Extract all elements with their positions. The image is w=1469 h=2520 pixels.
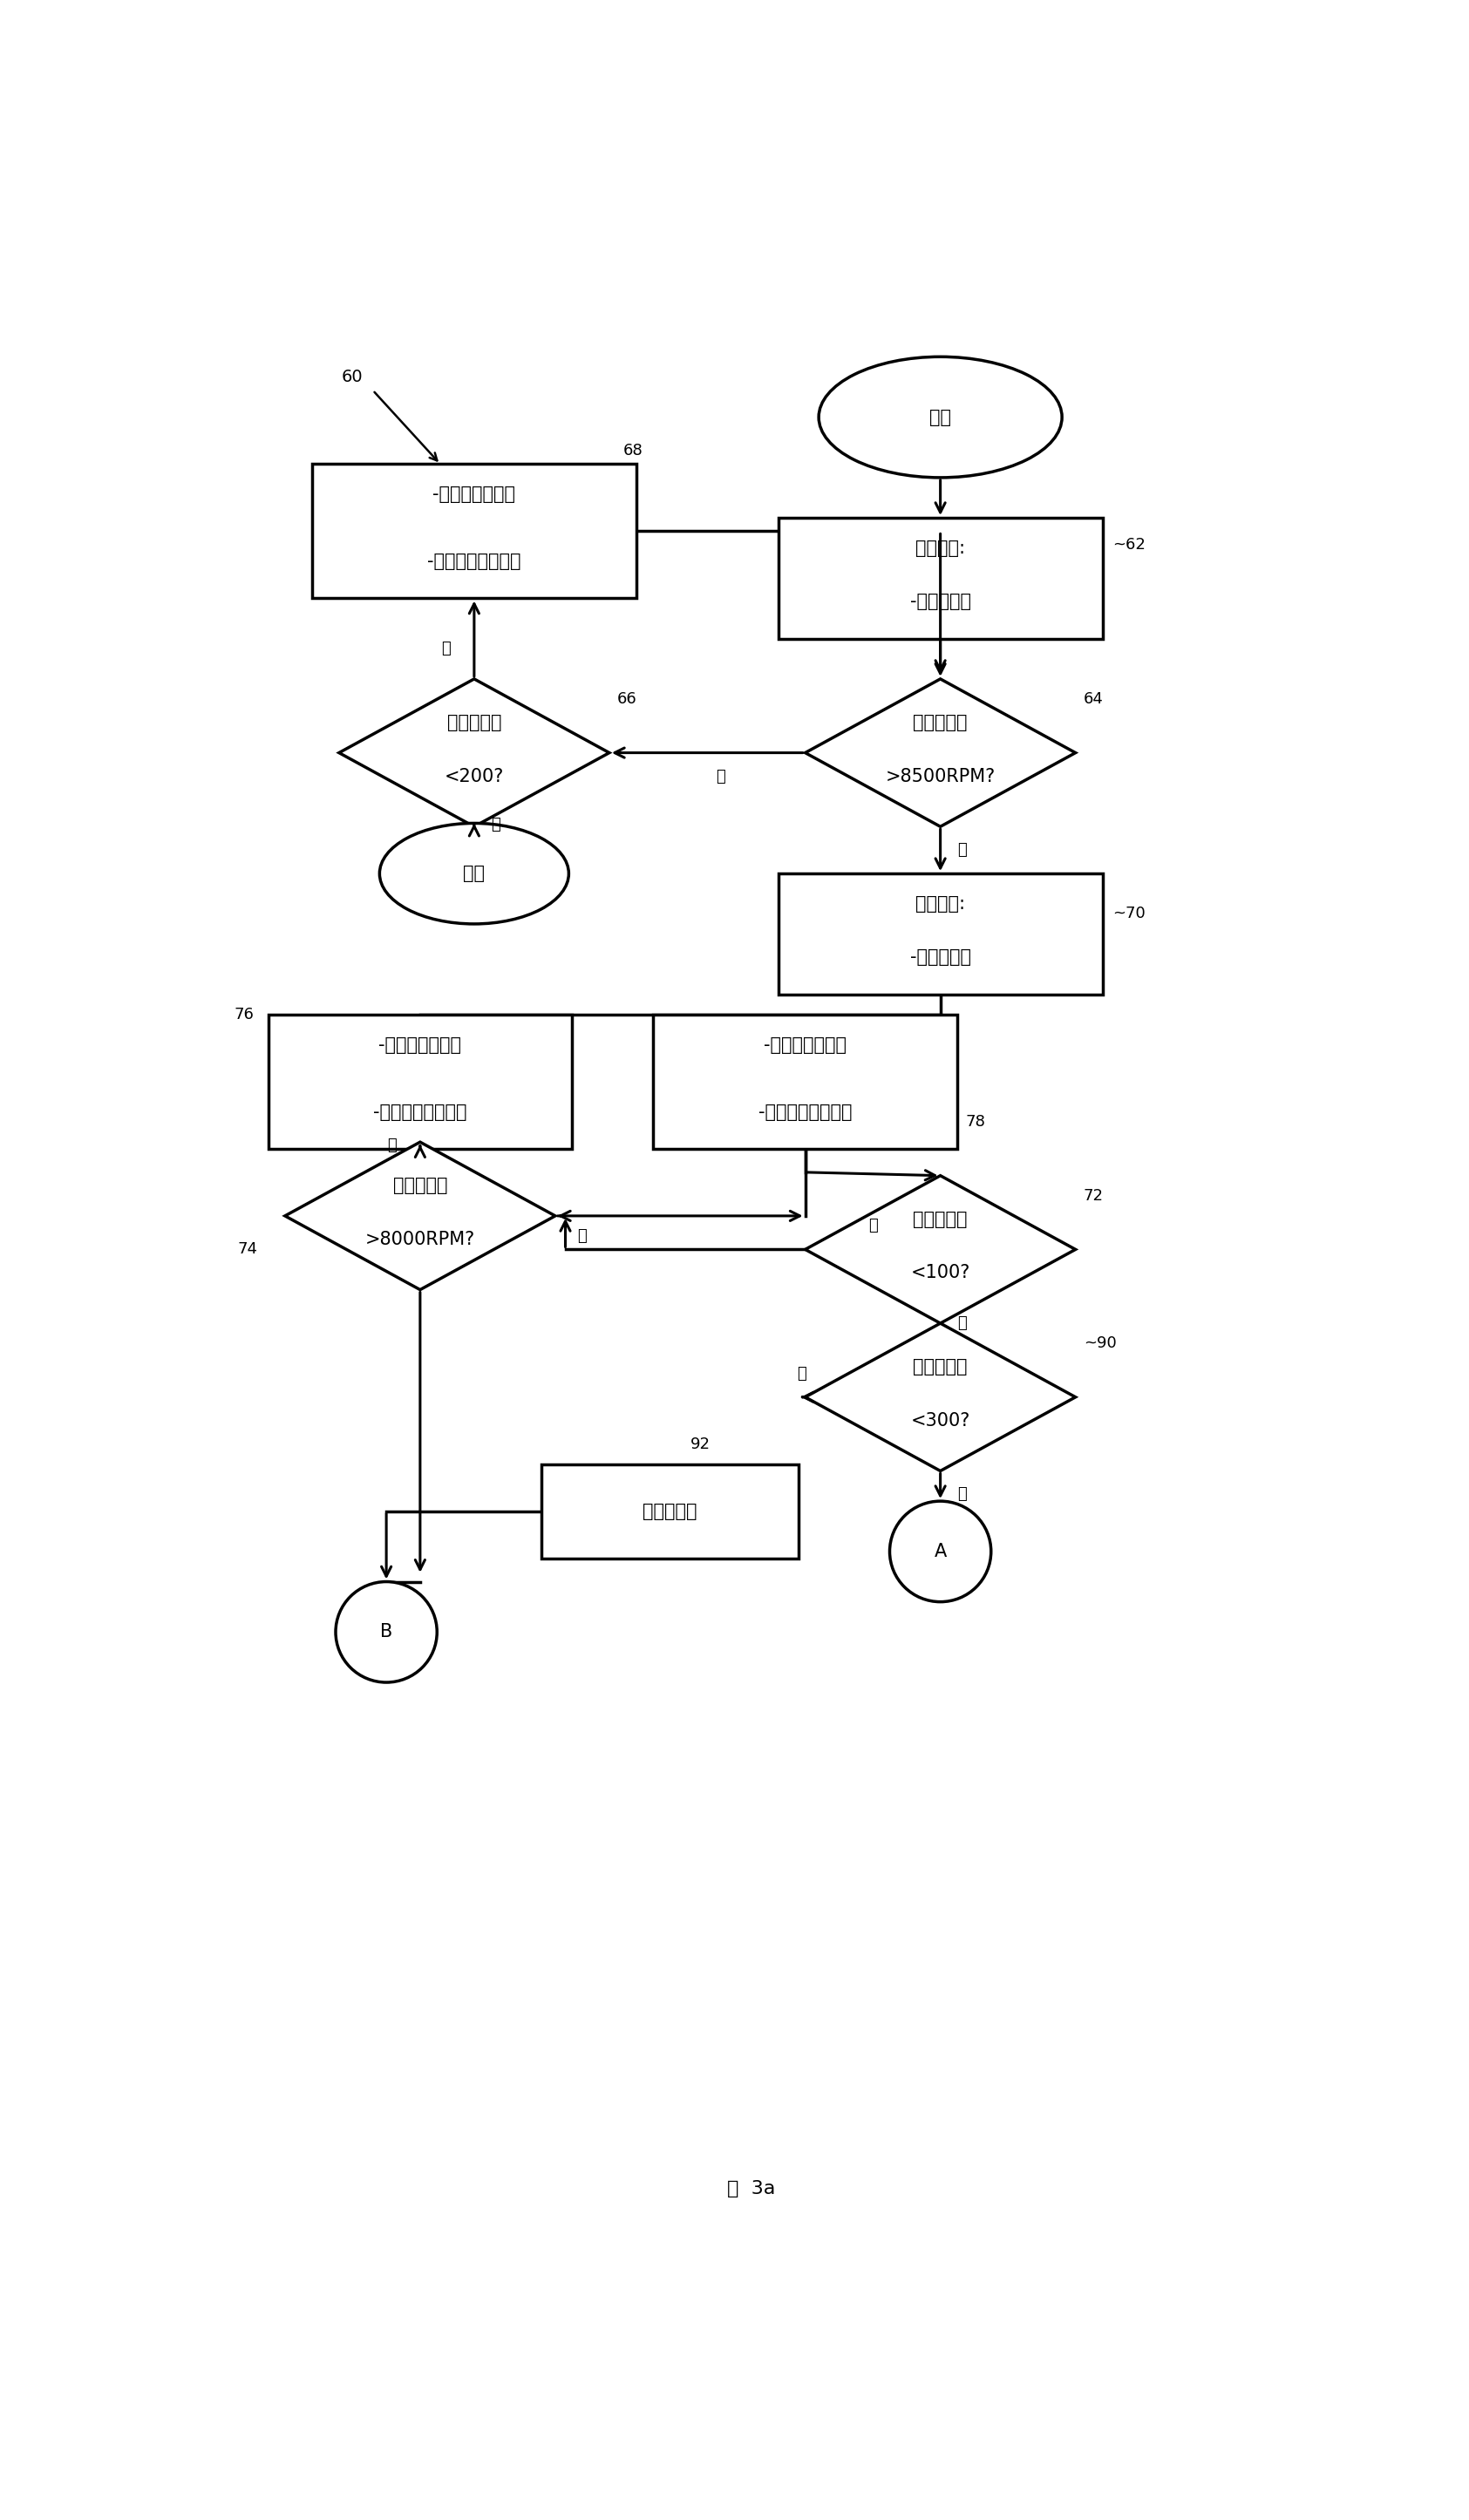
- Text: 否: 否: [958, 1487, 967, 1502]
- Text: 是: 是: [577, 1227, 588, 1245]
- Text: 是: 是: [441, 640, 451, 658]
- Text: A: A: [934, 1542, 946, 1560]
- Text: 否: 否: [491, 816, 501, 832]
- Text: ~70: ~70: [1112, 907, 1146, 922]
- Text: 72: 72: [1084, 1187, 1103, 1205]
- FancyBboxPatch shape: [779, 517, 1103, 638]
- Text: 结束: 结束: [463, 864, 485, 882]
- Text: 64: 64: [1084, 690, 1103, 708]
- Text: -使发动机转数递增: -使发动机转数递增: [758, 1104, 852, 1121]
- Text: 发动机转数: 发动机转数: [914, 1210, 968, 1227]
- Ellipse shape: [818, 358, 1062, 479]
- FancyBboxPatch shape: [779, 874, 1103, 995]
- Text: -使点火定时延迟: -使点火定时延迟: [764, 1036, 846, 1053]
- Text: 78: 78: [965, 1114, 986, 1129]
- Text: 否: 否: [388, 1137, 397, 1154]
- Ellipse shape: [379, 824, 569, 925]
- Text: 74: 74: [238, 1242, 257, 1257]
- Polygon shape: [285, 1142, 555, 1290]
- Text: -使点火定时提前: -使点火定时提前: [379, 1036, 461, 1053]
- Text: 是: 是: [798, 1366, 806, 1381]
- Text: 是: 是: [715, 769, 726, 784]
- Text: 68: 68: [623, 444, 642, 459]
- Text: <300?: <300?: [911, 1411, 970, 1429]
- Text: B: B: [380, 1623, 392, 1641]
- Text: <200?: <200?: [444, 769, 504, 784]
- Text: -发动机转数: -发动机转数: [909, 948, 971, 965]
- Text: 改变火花率: 改变火花率: [643, 1502, 698, 1520]
- Text: -使点火定时延迟: -使点火定时延迟: [433, 486, 516, 504]
- Text: -使发动机转数递增: -使发动机转数递增: [373, 1104, 467, 1121]
- Polygon shape: [339, 678, 610, 827]
- Text: <100?: <100?: [911, 1265, 970, 1283]
- Text: 图  3a: 图 3a: [727, 2180, 776, 2197]
- Text: -发动机转数: -发动机转数: [909, 592, 971, 610]
- Text: 否: 否: [958, 842, 967, 857]
- Text: 复位变量:: 复位变量:: [915, 539, 965, 557]
- Text: >8000RPM?: >8000RPM?: [366, 1230, 474, 1247]
- Text: 发动机转数: 发动机转数: [447, 713, 501, 731]
- Polygon shape: [805, 1177, 1075, 1323]
- Text: ~90: ~90: [1084, 1336, 1116, 1351]
- Text: -使发动机转数递增: -使发动机转数递增: [427, 552, 521, 570]
- Text: 66: 66: [617, 690, 638, 708]
- Text: 76: 76: [234, 1005, 254, 1023]
- Circle shape: [890, 1502, 992, 1603]
- Text: 是: 是: [868, 1217, 877, 1235]
- Circle shape: [335, 1583, 436, 1683]
- Polygon shape: [805, 678, 1075, 827]
- Text: 60: 60: [342, 368, 363, 386]
- Text: 92: 92: [690, 1436, 711, 1452]
- FancyBboxPatch shape: [654, 1016, 958, 1149]
- Text: 发动机转速: 发动机转速: [392, 1177, 448, 1194]
- FancyBboxPatch shape: [542, 1464, 799, 1557]
- Text: 复位变量:: 复位变量:: [915, 895, 965, 912]
- Text: 发动机转速: 发动机转速: [914, 713, 968, 731]
- FancyBboxPatch shape: [267, 1016, 571, 1149]
- Text: 开始: 开始: [930, 408, 952, 426]
- Text: 否: 否: [958, 1315, 967, 1331]
- FancyBboxPatch shape: [311, 464, 636, 597]
- Text: ~62: ~62: [1112, 537, 1146, 552]
- Text: 发动机转数: 发动机转数: [914, 1358, 968, 1376]
- Polygon shape: [805, 1323, 1075, 1472]
- Text: >8500RPM?: >8500RPM?: [886, 769, 996, 784]
